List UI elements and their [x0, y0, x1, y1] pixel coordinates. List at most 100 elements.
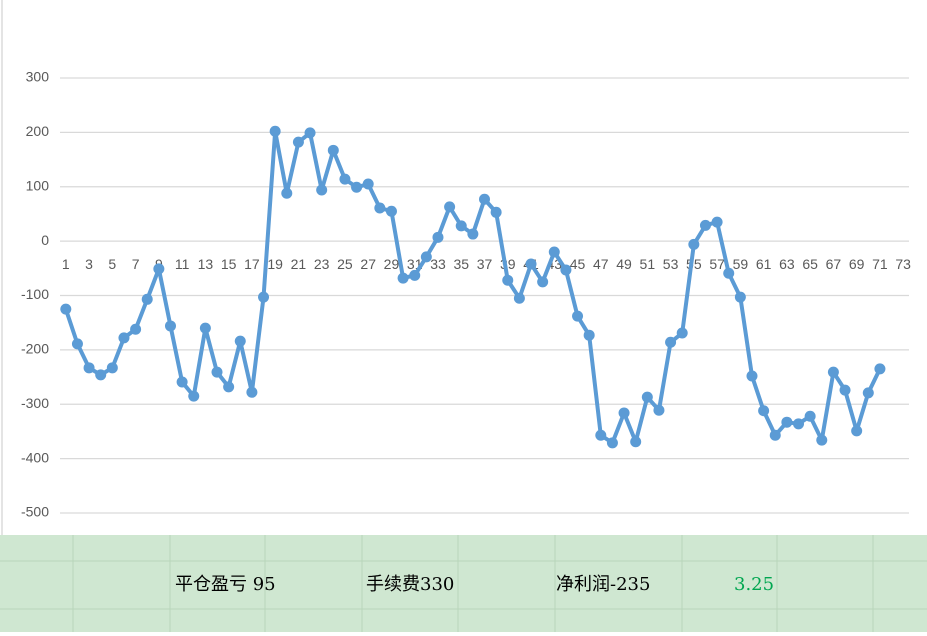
- x-tick-label: 1: [62, 256, 70, 272]
- data-point: [793, 418, 805, 430]
- data-point: [60, 303, 72, 315]
- data-point: [723, 267, 735, 279]
- data-point: [281, 187, 293, 199]
- x-tick-label: 15: [221, 256, 237, 272]
- y-tick-label: -200: [21, 341, 49, 357]
- data-point: [211, 366, 223, 378]
- x-tick-label: 49: [616, 256, 632, 272]
- x-tick-label: 63: [779, 256, 795, 272]
- data-point: [665, 336, 677, 348]
- data-point: [502, 274, 514, 286]
- x-tick-label: 37: [477, 256, 493, 272]
- data-point: [339, 173, 351, 185]
- x-tick-label: 69: [849, 256, 865, 272]
- data-point: [316, 184, 328, 196]
- x-tick-label: 47: [593, 256, 609, 272]
- data-point: [816, 434, 828, 446]
- data-point: [444, 201, 456, 213]
- data-point: [490, 206, 502, 218]
- data-point: [862, 387, 874, 399]
- data-point: [769, 429, 781, 441]
- data-point: [758, 405, 770, 417]
- cell-text: 平仓盈亏 95: [175, 574, 276, 595]
- data-point: [641, 391, 653, 403]
- data-point: [106, 362, 118, 374]
- data-point: [351, 181, 363, 193]
- data-point: [71, 338, 83, 350]
- x-tick-label: 23: [314, 256, 330, 272]
- y-tick-label: -300: [21, 395, 49, 411]
- x-tick-label: 57: [709, 256, 725, 272]
- data-point: [362, 178, 374, 190]
- data-point: [548, 246, 560, 258]
- data-point: [560, 264, 572, 276]
- data-point: [630, 436, 642, 448]
- x-tick-label: 67: [826, 256, 842, 272]
- data-point: [141, 293, 153, 305]
- data-point: [432, 231, 444, 243]
- y-tick-label: 0: [41, 232, 49, 248]
- y-tick-label: 300: [26, 69, 50, 85]
- sheet-background: [0, 535, 927, 632]
- cell-text: 3.25: [734, 574, 774, 595]
- data-point: [374, 202, 386, 214]
- data-point: [595, 429, 607, 441]
- cell-text: 净利润-235: [556, 574, 650, 595]
- data-point: [223, 381, 235, 393]
- x-tick-label: 25: [337, 256, 353, 272]
- data-point: [385, 205, 397, 217]
- data-point: [734, 291, 746, 303]
- data-point: [874, 363, 886, 375]
- data-point: [130, 323, 142, 335]
- x-tick-label: 45: [570, 256, 586, 272]
- data-point: [188, 390, 200, 402]
- data-point: [525, 258, 537, 270]
- x-tick-label: 7: [132, 256, 140, 272]
- data-point: [420, 251, 432, 263]
- data-point: [537, 276, 549, 288]
- data-point: [781, 416, 793, 428]
- x-tick-label: 3: [85, 256, 93, 272]
- x-tick-label: 29: [384, 256, 400, 272]
- x-tick-label: 19: [267, 256, 283, 272]
- sheet-row: 平仓盈亏 95 手续费330 净利润-235 3.25: [0, 535, 927, 632]
- data-point: [269, 125, 281, 137]
- data-point: [95, 369, 107, 381]
- y-tick-label: -500: [21, 504, 49, 520]
- y-tick-label: -100: [21, 286, 49, 302]
- data-point: [572, 310, 584, 322]
- data-point: [513, 292, 525, 304]
- x-tick-label: 35: [453, 256, 469, 272]
- x-tick-label: 33: [430, 256, 446, 272]
- data-point: [234, 335, 246, 347]
- data-point: [199, 322, 211, 334]
- x-tick-label: 51: [640, 256, 656, 272]
- data-point: [153, 263, 165, 275]
- x-tick-label: 71: [872, 256, 888, 272]
- x-tick-label: 65: [802, 256, 818, 272]
- x-tick-label: 73: [895, 256, 911, 272]
- data-point: [118, 332, 130, 344]
- data-point: [83, 362, 95, 374]
- data-point: [711, 216, 723, 228]
- data-point: [583, 329, 595, 341]
- data-point: [397, 272, 409, 284]
- y-tick-label: 200: [26, 123, 50, 139]
- x-tick-label: 17: [244, 256, 260, 272]
- data-point: [746, 370, 758, 382]
- data-point: [676, 327, 688, 339]
- data-point: [827, 366, 839, 378]
- data-point: [292, 136, 304, 148]
- x-tick-label: 13: [198, 256, 214, 272]
- data-point: [606, 437, 618, 449]
- x-tick-label: 11: [175, 256, 190, 272]
- x-tick-label: 27: [360, 256, 376, 272]
- data-point: [467, 228, 479, 240]
- data-point: [164, 320, 176, 332]
- data-point: [246, 386, 258, 398]
- x-tick-label: 5: [108, 256, 116, 272]
- data-point: [176, 376, 188, 388]
- x-tick-label: 59: [733, 256, 749, 272]
